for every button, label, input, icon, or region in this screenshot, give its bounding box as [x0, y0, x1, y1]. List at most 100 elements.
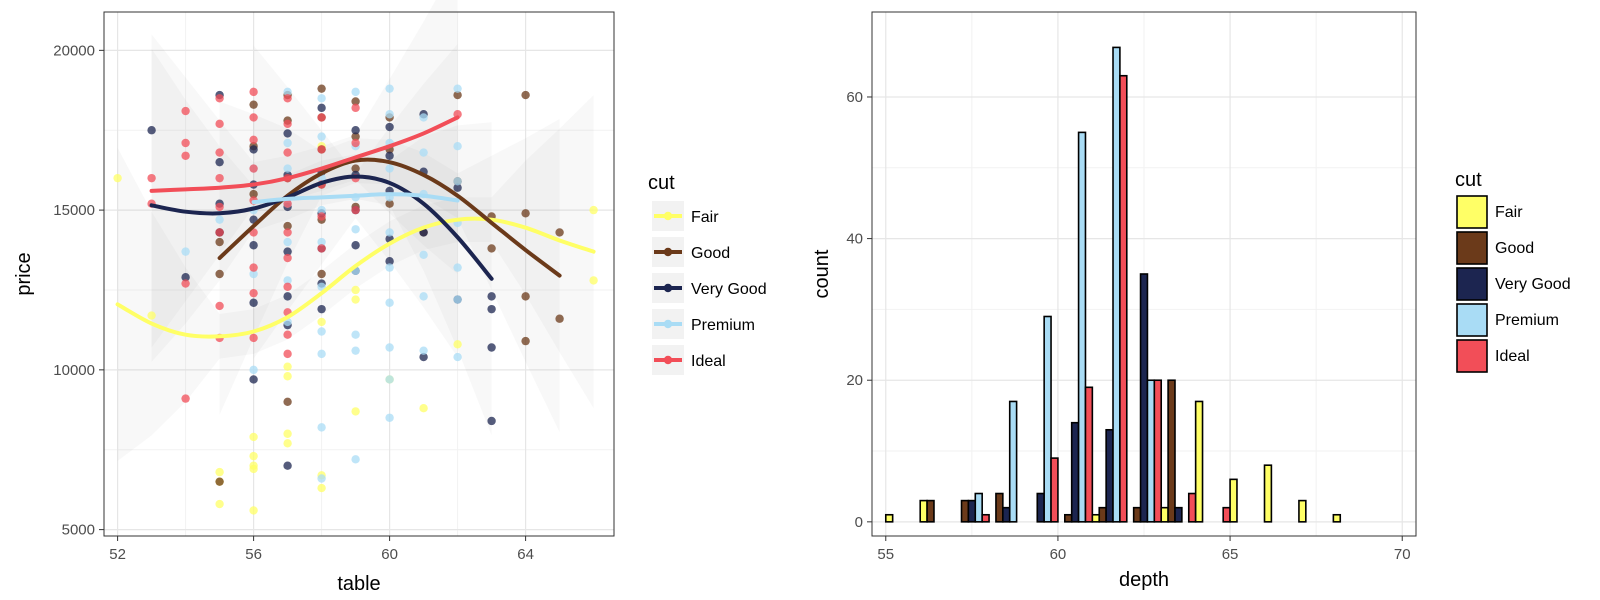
histogram-bar	[1194, 400, 1204, 523]
histogram-bar	[926, 499, 935, 523]
scatter-x-axis-title: table	[337, 573, 380, 595]
scatter-point	[283, 372, 292, 381]
scatter-y-tick-label: 20000	[53, 42, 95, 59]
scatter-point	[317, 317, 326, 327]
scatter-plot-border	[103, 11, 615, 537]
scatter-point	[351, 103, 360, 113]
scatter-point	[385, 151, 394, 160]
scatter-point	[385, 343, 394, 352]
scatter-point	[487, 292, 496, 301]
scatter-point	[419, 352, 428, 362]
scatter-point	[147, 173, 156, 183]
scatter-point	[283, 362, 292, 371]
histogram-bar	[1153, 379, 1163, 523]
scatter-point	[351, 295, 360, 304]
scatter-legend-title: cut	[648, 172, 675, 194]
scatter-point	[351, 132, 360, 141]
scatter-point	[249, 263, 258, 272]
scatter-point	[555, 314, 564, 323]
scatter-point	[453, 340, 462, 349]
scatter-point	[317, 237, 326, 247]
scatter-point	[249, 288, 258, 298]
scatter-point	[317, 205, 326, 215]
scatter-point	[283, 164, 292, 173]
scatter-x-tick-label: 52	[109, 546, 126, 563]
scatter-point	[249, 333, 258, 343]
scatter-point	[283, 330, 292, 339]
scatter-legend-label: Very Good	[691, 281, 767, 298]
histogram-x-tick-label: 60	[1050, 546, 1067, 563]
scatter-x-tick-label: 64	[517, 546, 534, 563]
scatter-point	[283, 237, 292, 247]
scatter-point	[317, 212, 326, 221]
scatter-point	[351, 225, 360, 234]
scatter-point	[317, 84, 326, 93]
scatter-point	[215, 269, 224, 279]
histogram-bar	[1070, 421, 1080, 523]
scatter-point	[351, 330, 360, 339]
scatter-point	[283, 94, 292, 103]
histogram-bar	[1174, 506, 1183, 523]
scatter-point	[385, 199, 394, 208]
scatter-point	[589, 276, 598, 285]
scatter-point	[317, 304, 326, 314]
scatter-legend-key-point	[663, 355, 673, 365]
histogram-bar	[1002, 506, 1011, 523]
histogram-bar	[1298, 499, 1307, 523]
histogram-y-tick-label: 0	[855, 514, 863, 531]
scatter-point	[181, 106, 190, 116]
histogram-legend-title: cut	[1455, 169, 1482, 191]
scatter-smooth-line	[217, 157, 562, 278]
histogram-bar	[974, 492, 983, 523]
histogram-legend: cut Fair Good Very Good Premium Ideal	[1455, 169, 1571, 373]
scatter-point	[419, 346, 428, 355]
scatter-legend: cut Fair Good Very Good Premium Ideal	[648, 172, 767, 375]
scatter-point	[249, 432, 258, 442]
scatter-point	[317, 103, 326, 113]
histogram-y-tick-label: 60	[846, 89, 863, 106]
histogram-bar	[960, 499, 970, 523]
scatter-point	[419, 292, 428, 301]
scatter-x-tick-label: 60	[381, 546, 398, 563]
scatter-smooth-lines	[115, 115, 596, 339]
scatter-y-tick-label: 5000	[62, 522, 95, 539]
scatter-point	[283, 228, 292, 237]
histogram-x-tick-label: 70	[1394, 546, 1411, 563]
scatter-point	[215, 94, 224, 103]
histogram-legend-label: Premium	[1495, 312, 1559, 329]
histogram-bar	[1222, 506, 1231, 523]
histogram-bar	[1112, 46, 1121, 523]
histogram-bar	[967, 499, 977, 523]
scatter-point	[453, 183, 462, 192]
scatter-point	[555, 228, 564, 237]
scatter-y-tick-label: 15000	[53, 202, 95, 219]
scatter-point	[249, 135, 258, 145]
scatter-point	[215, 148, 224, 157]
scatter-point	[249, 241, 258, 250]
scatter-point	[283, 129, 292, 138]
scatter-point	[521, 90, 530, 100]
scatter-legend-key-point	[663, 283, 673, 293]
histogram-legend-key	[1456, 339, 1488, 373]
scatter-point	[215, 467, 224, 477]
histogram-y-axis-title: count	[811, 249, 833, 298]
scatter-point	[351, 97, 360, 106]
scatter-point	[385, 84, 394, 93]
scatter-point	[487, 343, 496, 352]
histogram-bar	[1139, 273, 1149, 523]
histogram-bar	[1105, 428, 1114, 523]
histogram-bar	[1167, 379, 1176, 523]
scatter-smooth-line	[251, 192, 460, 205]
scatter-point	[419, 403, 428, 413]
scatter-point	[351, 285, 360, 295]
histogram-bar	[995, 492, 1004, 523]
scatter-y-tick-label: 10000	[53, 362, 95, 379]
scatter-legend-key-point	[663, 211, 673, 221]
scatter-point	[419, 148, 428, 157]
scatter-point	[521, 336, 530, 346]
scatter-legend-label: Ideal	[691, 353, 726, 370]
scatter-point	[453, 263, 462, 272]
scatter-point	[283, 461, 292, 470]
scatter-smooth-line	[149, 174, 494, 281]
scatter-points	[113, 84, 598, 515]
